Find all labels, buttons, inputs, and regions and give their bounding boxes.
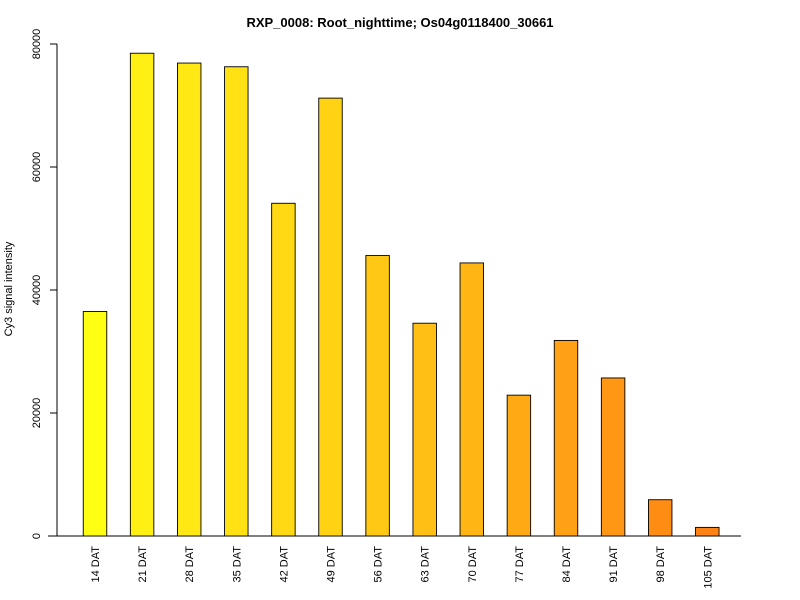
x-tick-label: 84 DAT (561, 546, 573, 583)
bar (648, 499, 673, 537)
x-tick-label: 91 DAT (608, 546, 620, 583)
y-tick-label: 0 (31, 533, 43, 539)
y-tick-label: 40000 (31, 275, 43, 306)
y-axis-label: Cy3 signal intensity (3, 241, 15, 336)
bar (553, 339, 579, 537)
y-tick-label: 80000 (31, 29, 43, 60)
x-tick-label: 70 DAT (467, 546, 479, 583)
bar (600, 377, 626, 537)
x-tick-label: 14 DAT (90, 546, 102, 583)
bar (176, 62, 202, 537)
x-tick-label: 28 DAT (184, 546, 196, 583)
bar (224, 66, 249, 537)
y-axis: 0 20000 40000 60000 80000 (31, 29, 58, 539)
chart-title: RXP_0008: Root_nighttime; Os04g0118400_3… (246, 15, 553, 30)
bar (271, 202, 296, 537)
bar (365, 255, 390, 537)
x-tick-label: 105 DAT (702, 546, 714, 589)
bar (318, 97, 343, 537)
bars-group (82, 52, 720, 537)
bar (459, 262, 484, 537)
x-tick-label: 35 DAT (231, 546, 243, 583)
x-tick-label: 42 DAT (278, 546, 290, 583)
x-tick-labels: 14 DAT 21 DAT 28 DAT 35 DAT 42 DAT 49 DAT 56 D… (90, 546, 714, 589)
bar (129, 52, 155, 537)
bar (506, 394, 532, 537)
x-tick-label: 56 DAT (373, 546, 385, 583)
y-tick-label: 60000 (31, 152, 43, 183)
x-tick-label: 63 DAT (420, 546, 432, 583)
x-tick-label: 98 DAT (655, 546, 667, 583)
x-tick-label: 77 DAT (514, 546, 526, 583)
bar (695, 526, 720, 537)
bar (82, 311, 108, 537)
x-tick-label: 21 DAT (137, 546, 149, 583)
x-tick-label: 49 DAT (326, 546, 338, 583)
y-tick-label: 20000 (31, 398, 43, 429)
bar (412, 322, 437, 537)
